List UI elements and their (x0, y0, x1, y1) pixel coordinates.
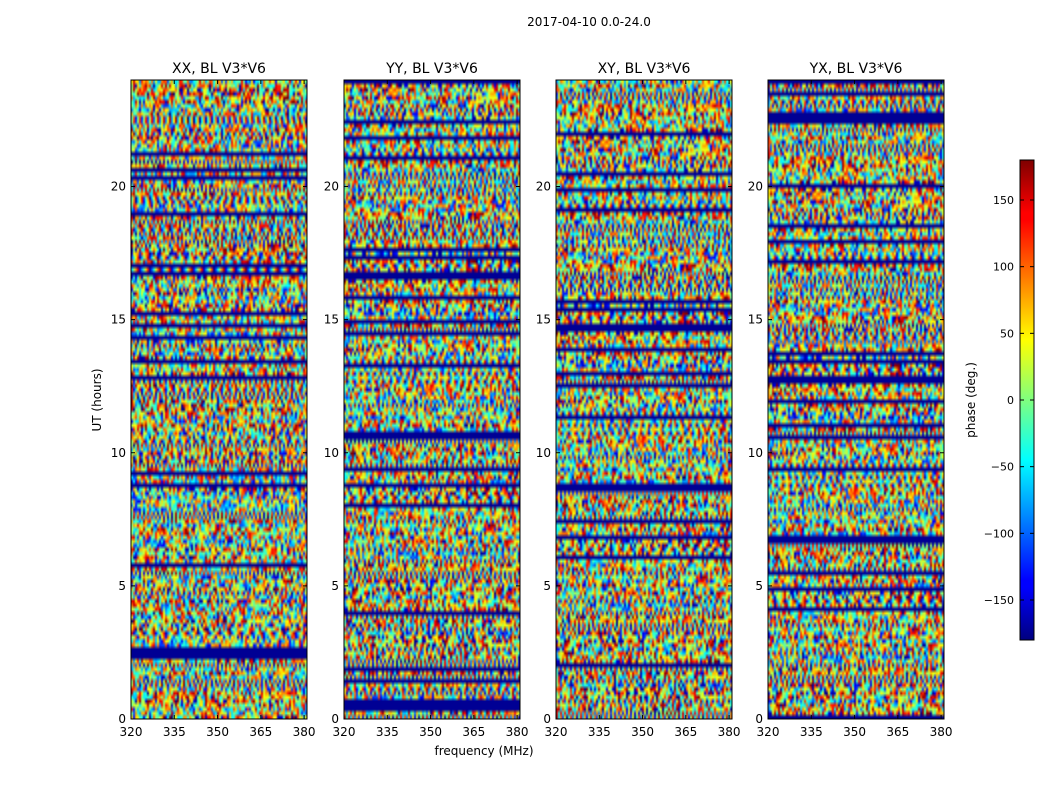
colorbar-ticks: 150 100 50 0 −50 −100 −150 (984, 194, 1034, 607)
heatmap-panel: XY, BL V3*V6 0 5 10 15 20 320 335 350 365 380 (536, 61, 741, 739)
colorbar-tick-label: −50 (991, 461, 1014, 474)
heatmap-panel: YY, BL V3*V6 0 5 10 15 20 320 335 350 365 380 (324, 61, 529, 739)
y-tick-label: 15 (748, 313, 763, 327)
x-tick-label: 335 (376, 725, 399, 739)
y-tick-label: 20 (111, 180, 126, 194)
x-tick-label: 350 (419, 725, 442, 739)
panel-title: XX, BL V3*V6 (172, 61, 266, 77)
x-tick-label: 320 (545, 725, 568, 739)
heatmap-panel: YX, BL V3*V6 0 5 10 15 20 320 335 350 365 380 (748, 61, 953, 739)
figure-suptitle: 2017-04-10 0.0-24.0 (527, 15, 651, 29)
x-tick-label: 365 (249, 725, 272, 739)
y-tick-label: 5 (543, 579, 551, 593)
heatmap-image (131, 80, 307, 719)
colorbar-label: phase (deg.) (964, 362, 978, 438)
colorbar-tick-label: −150 (984, 594, 1014, 607)
y-tick-label: 15 (324, 313, 339, 327)
y-tick-label: 10 (111, 446, 126, 460)
y-tick-label: 0 (331, 712, 339, 726)
x-tick-label: 365 (674, 725, 697, 739)
y-tick-label: 15 (536, 313, 551, 327)
heatmap-image (344, 80, 520, 719)
colorbar-tick-label: −100 (984, 527, 1014, 540)
x-axis-label: frequency (MHz) (434, 744, 533, 758)
x-tick-label: 335 (163, 725, 186, 739)
heatmap-panel: XX, BL V3*V6 0 5 10 15 20 320 335 350 365 380 (111, 61, 316, 739)
x-tick-label: 335 (588, 725, 611, 739)
x-tick-label: 350 (843, 725, 866, 739)
colorbar-tick-label: 0 (1007, 394, 1014, 407)
y-tick-label: 20 (324, 180, 339, 194)
x-tick-label: 320 (333, 725, 356, 739)
panel-title: YX, BL V3*V6 (809, 61, 903, 77)
y-tick-label: 0 (118, 712, 126, 726)
y-tick-label: 5 (118, 579, 126, 593)
x-tick-label: 335 (800, 725, 823, 739)
x-tick-label: 365 (886, 725, 909, 739)
x-tick-label: 380 (506, 725, 529, 739)
heatmap-image (768, 80, 944, 719)
x-tick-label: 350 (631, 725, 654, 739)
y-tick-label: 10 (748, 446, 763, 460)
y-tick-label: 0 (755, 712, 763, 726)
panel-title: YY, BL V3*V6 (385, 61, 478, 77)
panel-title: XY, BL V3*V6 (598, 61, 691, 77)
heatmap-image (556, 80, 732, 719)
colorbar-tick-label: 100 (993, 261, 1014, 274)
axes-frame (130, 79, 308, 720)
y-tick-label: 20 (536, 180, 551, 194)
axes-frame (555, 79, 733, 720)
y-tick-label: 20 (748, 180, 763, 194)
colorbar-tick-label: 150 (993, 194, 1014, 207)
y-tick-label: 15 (111, 313, 126, 327)
y-tick-label: 10 (324, 446, 339, 460)
x-tick-label: 380 (293, 725, 316, 739)
y-tick-label: 5 (755, 579, 763, 593)
x-tick-label: 380 (718, 725, 741, 739)
axes-frame (343, 79, 521, 720)
colorbar: 150 100 50 0 −50 −100 −150 phase (deg.) (964, 159, 1035, 641)
colorbar-tick-label: 50 (1000, 327, 1014, 340)
y-tick-label: 5 (331, 579, 339, 593)
y-axis-label: UT (hours) (90, 368, 104, 431)
axes-frame (767, 79, 945, 720)
y-tick-label: 0 (543, 712, 551, 726)
x-tick-label: 365 (462, 725, 485, 739)
x-tick-label: 350 (206, 725, 229, 739)
y-tick-label: 10 (536, 446, 551, 460)
x-tick-label: 320 (757, 725, 780, 739)
x-tick-label: 320 (120, 725, 143, 739)
x-tick-label: 380 (930, 725, 953, 739)
